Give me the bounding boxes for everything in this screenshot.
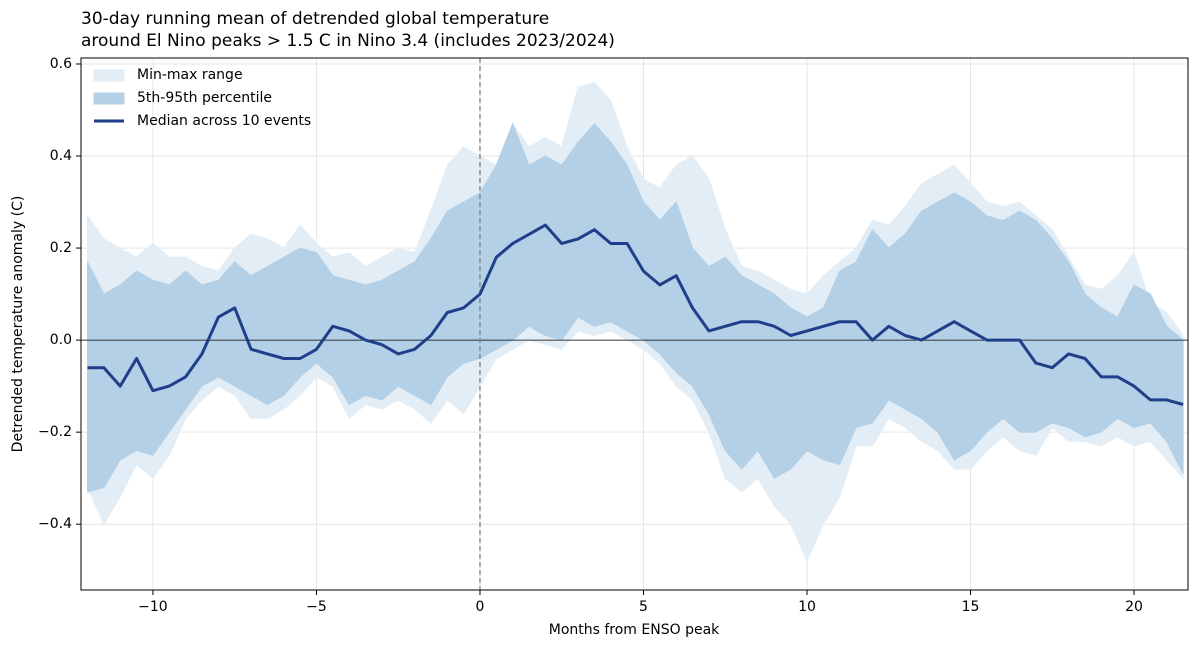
chart-title: 30-day running mean of detrended global … (81, 9, 549, 29)
y-axis-label: Detrended temperature anomaly (C) (10, 196, 26, 453)
y-tick-label: −0.4 (38, 516, 72, 532)
legend-label: Min-max range (137, 67, 243, 83)
x-tick-label: 0 (476, 599, 485, 615)
plot-frame (80, 57, 1189, 591)
y-tick-label: −0.2 (38, 424, 72, 440)
median-line (87, 223, 1184, 406)
x-axis-label: Months from ENSO peak (549, 622, 720, 638)
x-tick-label: 15 (962, 599, 980, 615)
x-tick-label: 20 (1125, 599, 1143, 615)
x-tick-label: −10 (138, 599, 168, 615)
y-tick-label: 0.6 (50, 56, 72, 72)
legend-swatch (93, 69, 125, 82)
x-tick-label: 10 (798, 599, 816, 615)
legend-swatch (93, 92, 125, 105)
chart-title: around El Nino peaks > 1.5 C in Nino 3.4… (81, 31, 615, 51)
y-tick-label: 0.2 (50, 240, 72, 256)
x-tick-label: −5 (306, 599, 327, 615)
x-tick-label: 5 (639, 599, 648, 615)
legend-label: Median across 10 events (137, 113, 311, 129)
y-tick-label: 0.0 (50, 332, 72, 348)
band (87, 122, 1184, 493)
legend-label: 5th-95th percentile (137, 90, 272, 106)
plot-area (81, 58, 1188, 590)
y-tick-label: 0.4 (50, 148, 72, 164)
